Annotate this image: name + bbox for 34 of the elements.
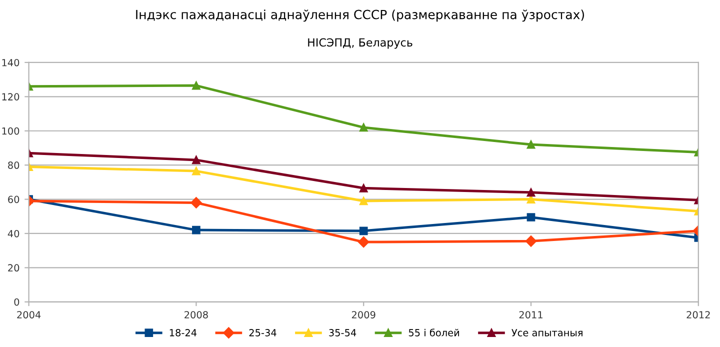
legend-label: 18-24 xyxy=(170,329,197,336)
x-tick-label: 2011 xyxy=(519,311,542,318)
chart-title: Індэкс пажаданасці аднаўлення СССР (размеркаванне па ўзростах) xyxy=(136,10,584,22)
x-tick-label: 2009 xyxy=(352,311,376,318)
legend-label: 55 і болей xyxy=(408,328,459,336)
y-tick-label: 60 xyxy=(8,196,20,204)
point xyxy=(190,197,202,208)
y-tick-label: 80 xyxy=(8,162,20,169)
legend-label: Усе апытаныя xyxy=(512,329,582,336)
y-tick-label: 140 xyxy=(2,58,20,66)
point xyxy=(192,226,200,234)
legend-label: 25-34 xyxy=(249,329,276,336)
point xyxy=(359,184,368,192)
chart-subtitle: НІСЭПД, Беларусь xyxy=(308,38,412,49)
legend-label: 35-54 xyxy=(329,329,356,336)
y-tick-label: 40 xyxy=(8,230,20,238)
point xyxy=(359,123,368,132)
x-tick-label: 2008 xyxy=(184,311,208,318)
point xyxy=(526,213,536,222)
point xyxy=(192,166,200,176)
y-tick-label: 100 xyxy=(2,127,20,135)
point xyxy=(526,188,536,197)
point xyxy=(192,81,200,90)
y-tick-label: 120 xyxy=(2,93,20,100)
point xyxy=(358,236,370,248)
point xyxy=(359,226,368,236)
y-tick-label: 20 xyxy=(8,264,20,272)
point xyxy=(192,156,200,164)
point xyxy=(526,140,536,149)
x-tick-label: 2012 xyxy=(686,311,710,318)
y-tick-label: 0 xyxy=(14,298,20,306)
point xyxy=(525,236,537,247)
x-tick-label: 2004 xyxy=(17,311,41,318)
point xyxy=(359,196,368,206)
